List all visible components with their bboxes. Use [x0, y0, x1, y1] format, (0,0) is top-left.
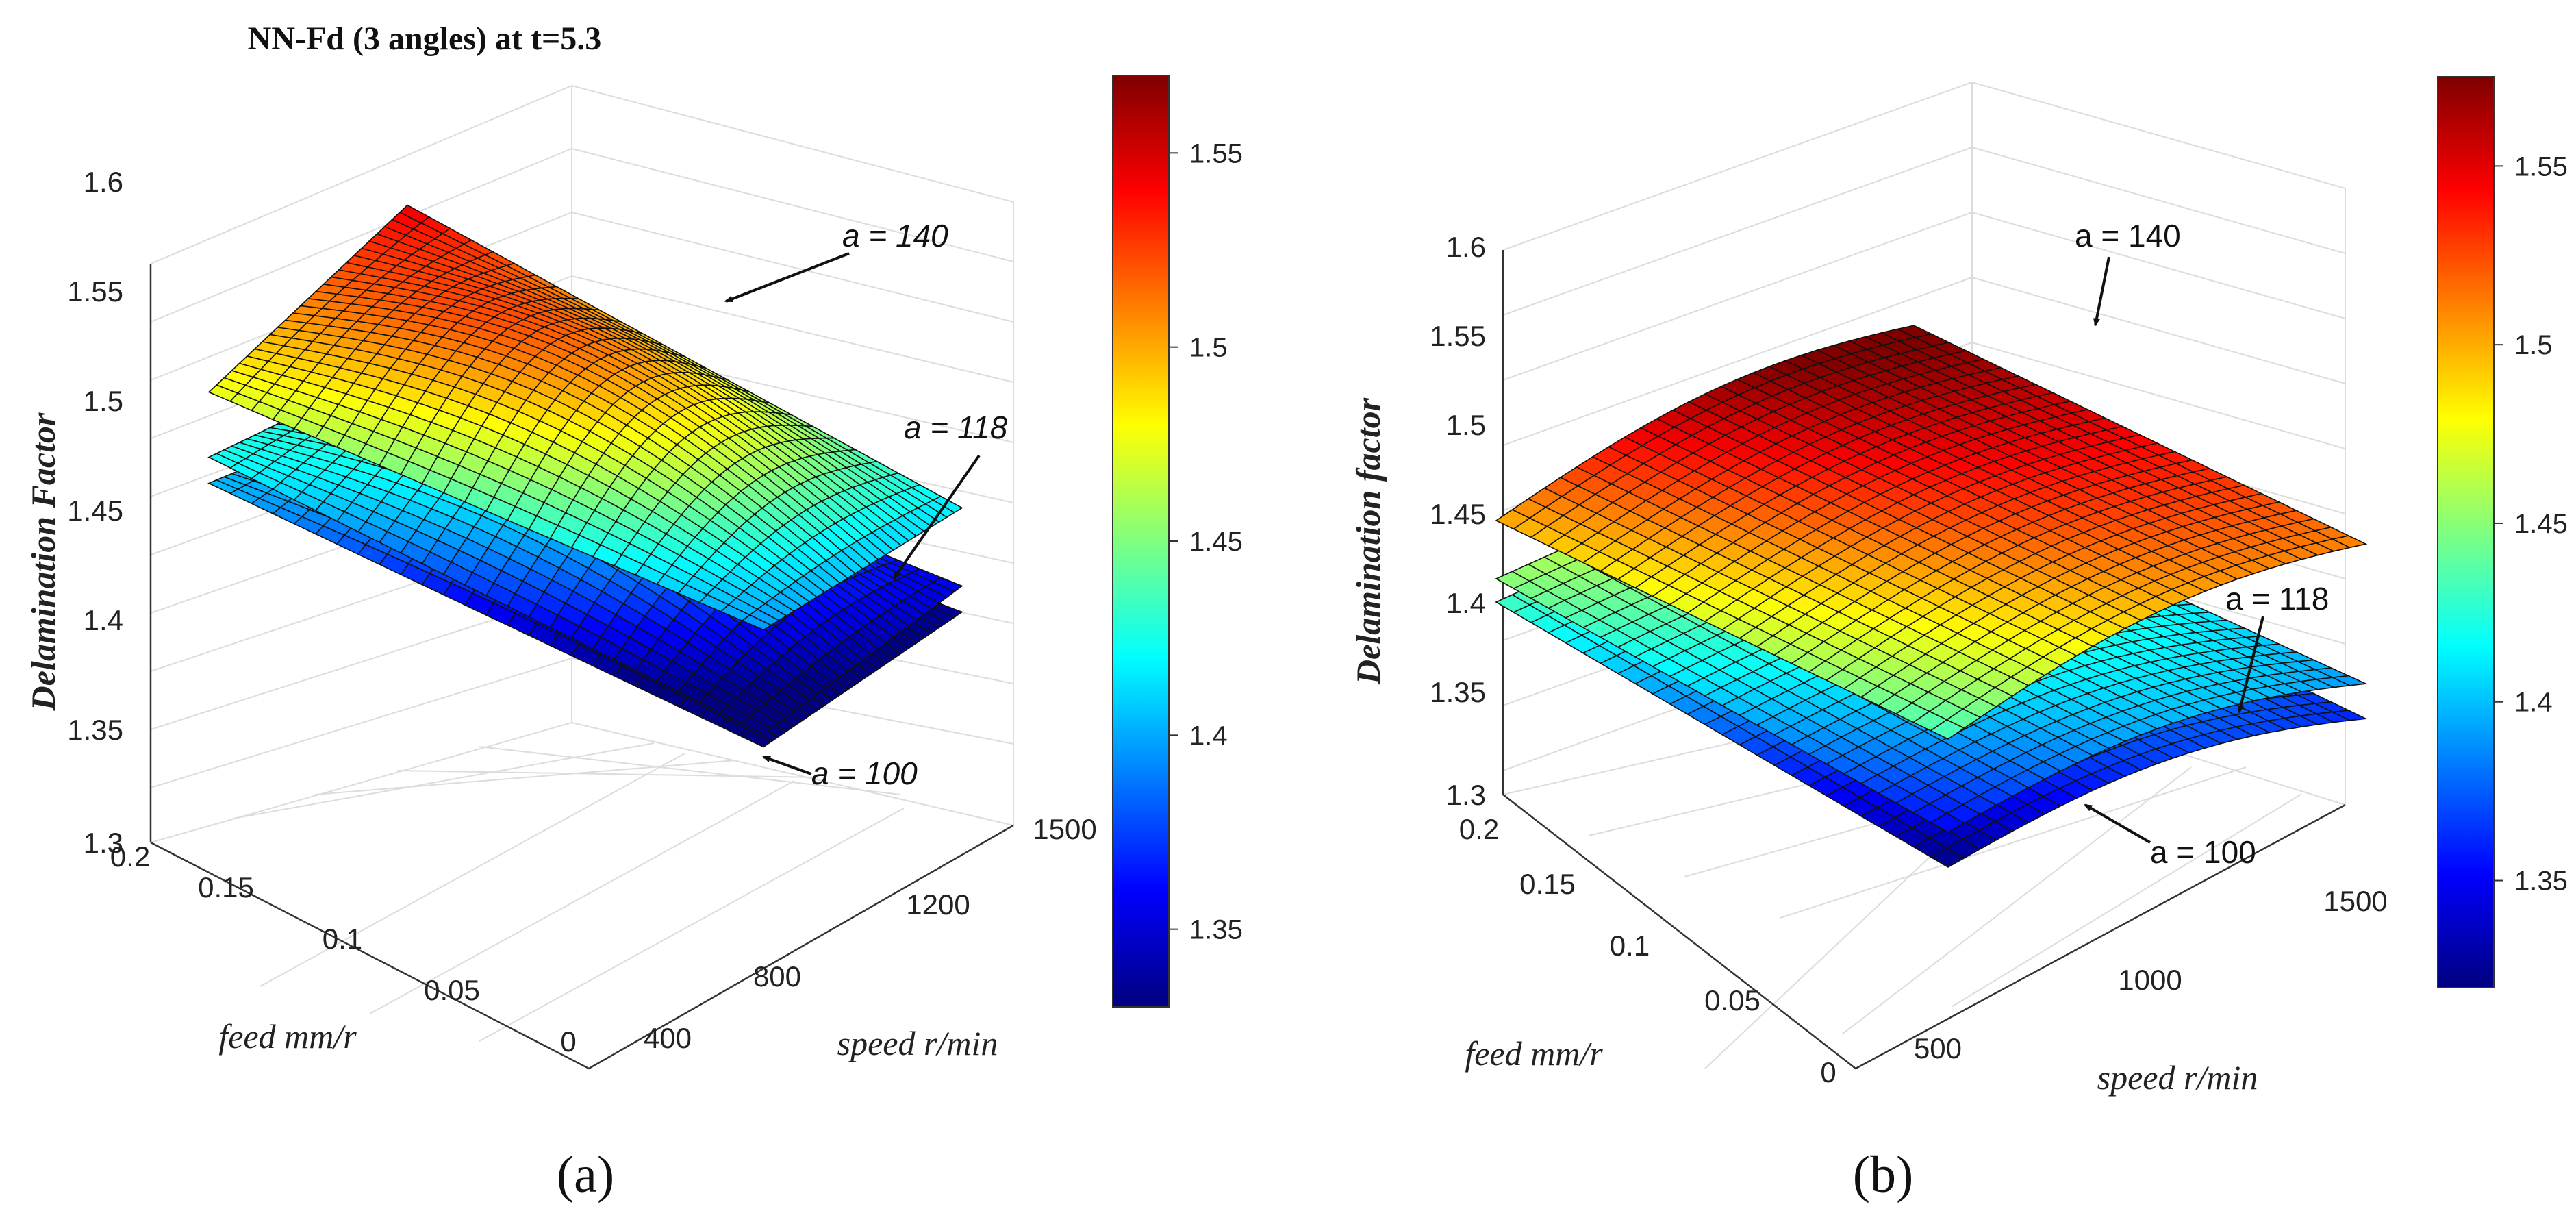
y-axis-title-a: speed r/min: [837, 1024, 998, 1062]
x-tick-label: 0.15: [1519, 868, 1576, 900]
z-ticks-b: 1.3 1.35 1.4 1.45 1.5 1.55 1.6: [1430, 231, 1486, 811]
x-tick-label: 0.15: [198, 871, 254, 903]
z-tick-label: 1.4: [1446, 587, 1486, 619]
panel-caption-b: (b): [1853, 1146, 1914, 1203]
annotation-a118: a = 118: [904, 410, 1008, 445]
annotation-a140: a = 140: [2075, 218, 2181, 253]
annotation-arrow: [2084, 803, 2151, 844]
z-axis-title-a: Delamination Factor: [24, 412, 62, 711]
colorbar-b: 1.35 1.4 1.45 1.5 1.55: [2437, 76, 2568, 988]
colorbar-a: 1.35 1.4 1.45 1.5 1.55: [1112, 75, 1243, 1008]
y-tick-label: 400: [644, 1022, 692, 1054]
x-tick-label: 0.2: [1459, 813, 1499, 845]
z-tick-label: 1.4: [84, 604, 123, 636]
x-tick-label: 0: [560, 1025, 576, 1058]
y-ticks-a: 400 800 1200 1500: [644, 813, 1097, 1054]
z-tick-label: 1.6: [84, 166, 123, 198]
annotation-a118: a = 118: [2225, 581, 2329, 616]
annotation-arrow: [762, 756, 812, 775]
annotation-a140: a = 140: [842, 218, 948, 253]
colorbar-tick-label: 1.4: [2514, 688, 2553, 718]
y-tick-label: 1000: [2118, 964, 2182, 996]
surface-facet-a100: [207, 479, 240, 495]
surfaces-b: [1495, 325, 2368, 868]
colorbar-tick-label: 1.55: [1189, 138, 1243, 168]
colorbar-gradient: [1112, 75, 1170, 1008]
z-tick-label: 1.35: [1430, 676, 1486, 708]
colorbar-tick-label: 1.55: [2514, 151, 2568, 182]
x-axis-title-a: feed mm/r: [218, 1017, 357, 1056]
surfaces-a: [207, 204, 963, 748]
colorbar-gradient: [2437, 76, 2495, 988]
colorbar-tick-label: 1.5: [1189, 333, 1228, 363]
z-tick-label: 1.5: [84, 385, 123, 417]
x-axis-title-b: feed mm/r: [1465, 1034, 1603, 1073]
y-axis-title-b: speed r/min: [2097, 1058, 2258, 1097]
z-tick-label: 1.45: [67, 495, 123, 527]
z-tick-label: 1.3: [84, 827, 123, 859]
x-ticks-b: 0 0.05 0.1 0.15 0.2: [1459, 813, 1836, 1088]
x-tick-label: 0.05: [1704, 984, 1760, 1016]
z-tick-label: 1.3: [1446, 779, 1486, 811]
y-tick-label: 1200: [906, 888, 970, 921]
z-tick-label: 1.45: [1430, 498, 1486, 530]
annotation-a100: a = 100: [811, 756, 918, 791]
panel-b: 1.3 1.35 1.4 1.45 1.5 1.55 1.6 Delaminat…: [1349, 76, 2568, 1203]
colorbar-tick-label: 1.35: [2514, 866, 2568, 897]
panel-a: NN-Fd (3 angles) at t=5.3 1.3 1.35 1.4 1…: [24, 21, 1243, 1203]
surface-facet-a118: [207, 453, 240, 469]
annotations-a: a = 140 a = 118 a = 100: [724, 218, 1008, 791]
x-tick-label: 0.05: [424, 974, 480, 1006]
x-tick-label: 0: [1820, 1056, 1836, 1088]
annotation-a100: a = 100: [2150, 834, 2256, 870]
z-tick-label: 1.55: [1430, 320, 1486, 352]
z-tick-label: 1.6: [1446, 231, 1486, 263]
x-tick-label: 0.1: [1610, 929, 1650, 962]
plot-title-a: NN-Fd (3 angles) at t=5.3: [248, 21, 602, 57]
colorbar-tick-label: 1.5: [2514, 330, 2553, 360]
colorbar-tick-label: 1.45: [1189, 527, 1243, 557]
z-tick-label: 1.5: [1446, 409, 1486, 441]
y-tick-label: 500: [1914, 1032, 1962, 1064]
z-axis-title-b: Delamination factor: [1349, 397, 1387, 685]
annotation-arrow: [892, 454, 981, 580]
y-tick-label: 800: [753, 960, 801, 992]
x-tick-label: 0.2: [110, 840, 150, 873]
colorbar-tick-label: 1.45: [2514, 509, 2568, 539]
annotation-arrow: [724, 252, 850, 303]
z-tick-label: 1.55: [67, 275, 123, 308]
x-ticks-a: 0 0.05 0.1 0.15 0.2: [110, 840, 577, 1058]
z-ticks-a: 1.3 1.35 1.4 1.45 1.5 1.55 1.6: [67, 166, 123, 859]
y-tick-label: 1500: [2323, 885, 2387, 917]
y-ticks-b: 500 1000 1500: [1914, 885, 2388, 1064]
colorbar-tick-label: 1.4: [1189, 721, 1228, 751]
panel-caption-a: (a): [557, 1146, 614, 1203]
y-tick-label: 1500: [1033, 813, 1096, 845]
x-tick-label: 0.1: [323, 923, 362, 955]
surface-facet-a140: [207, 384, 239, 402]
colorbar-tick-label: 1.35: [1189, 915, 1243, 945]
z-tick-label: 1.35: [67, 714, 123, 746]
